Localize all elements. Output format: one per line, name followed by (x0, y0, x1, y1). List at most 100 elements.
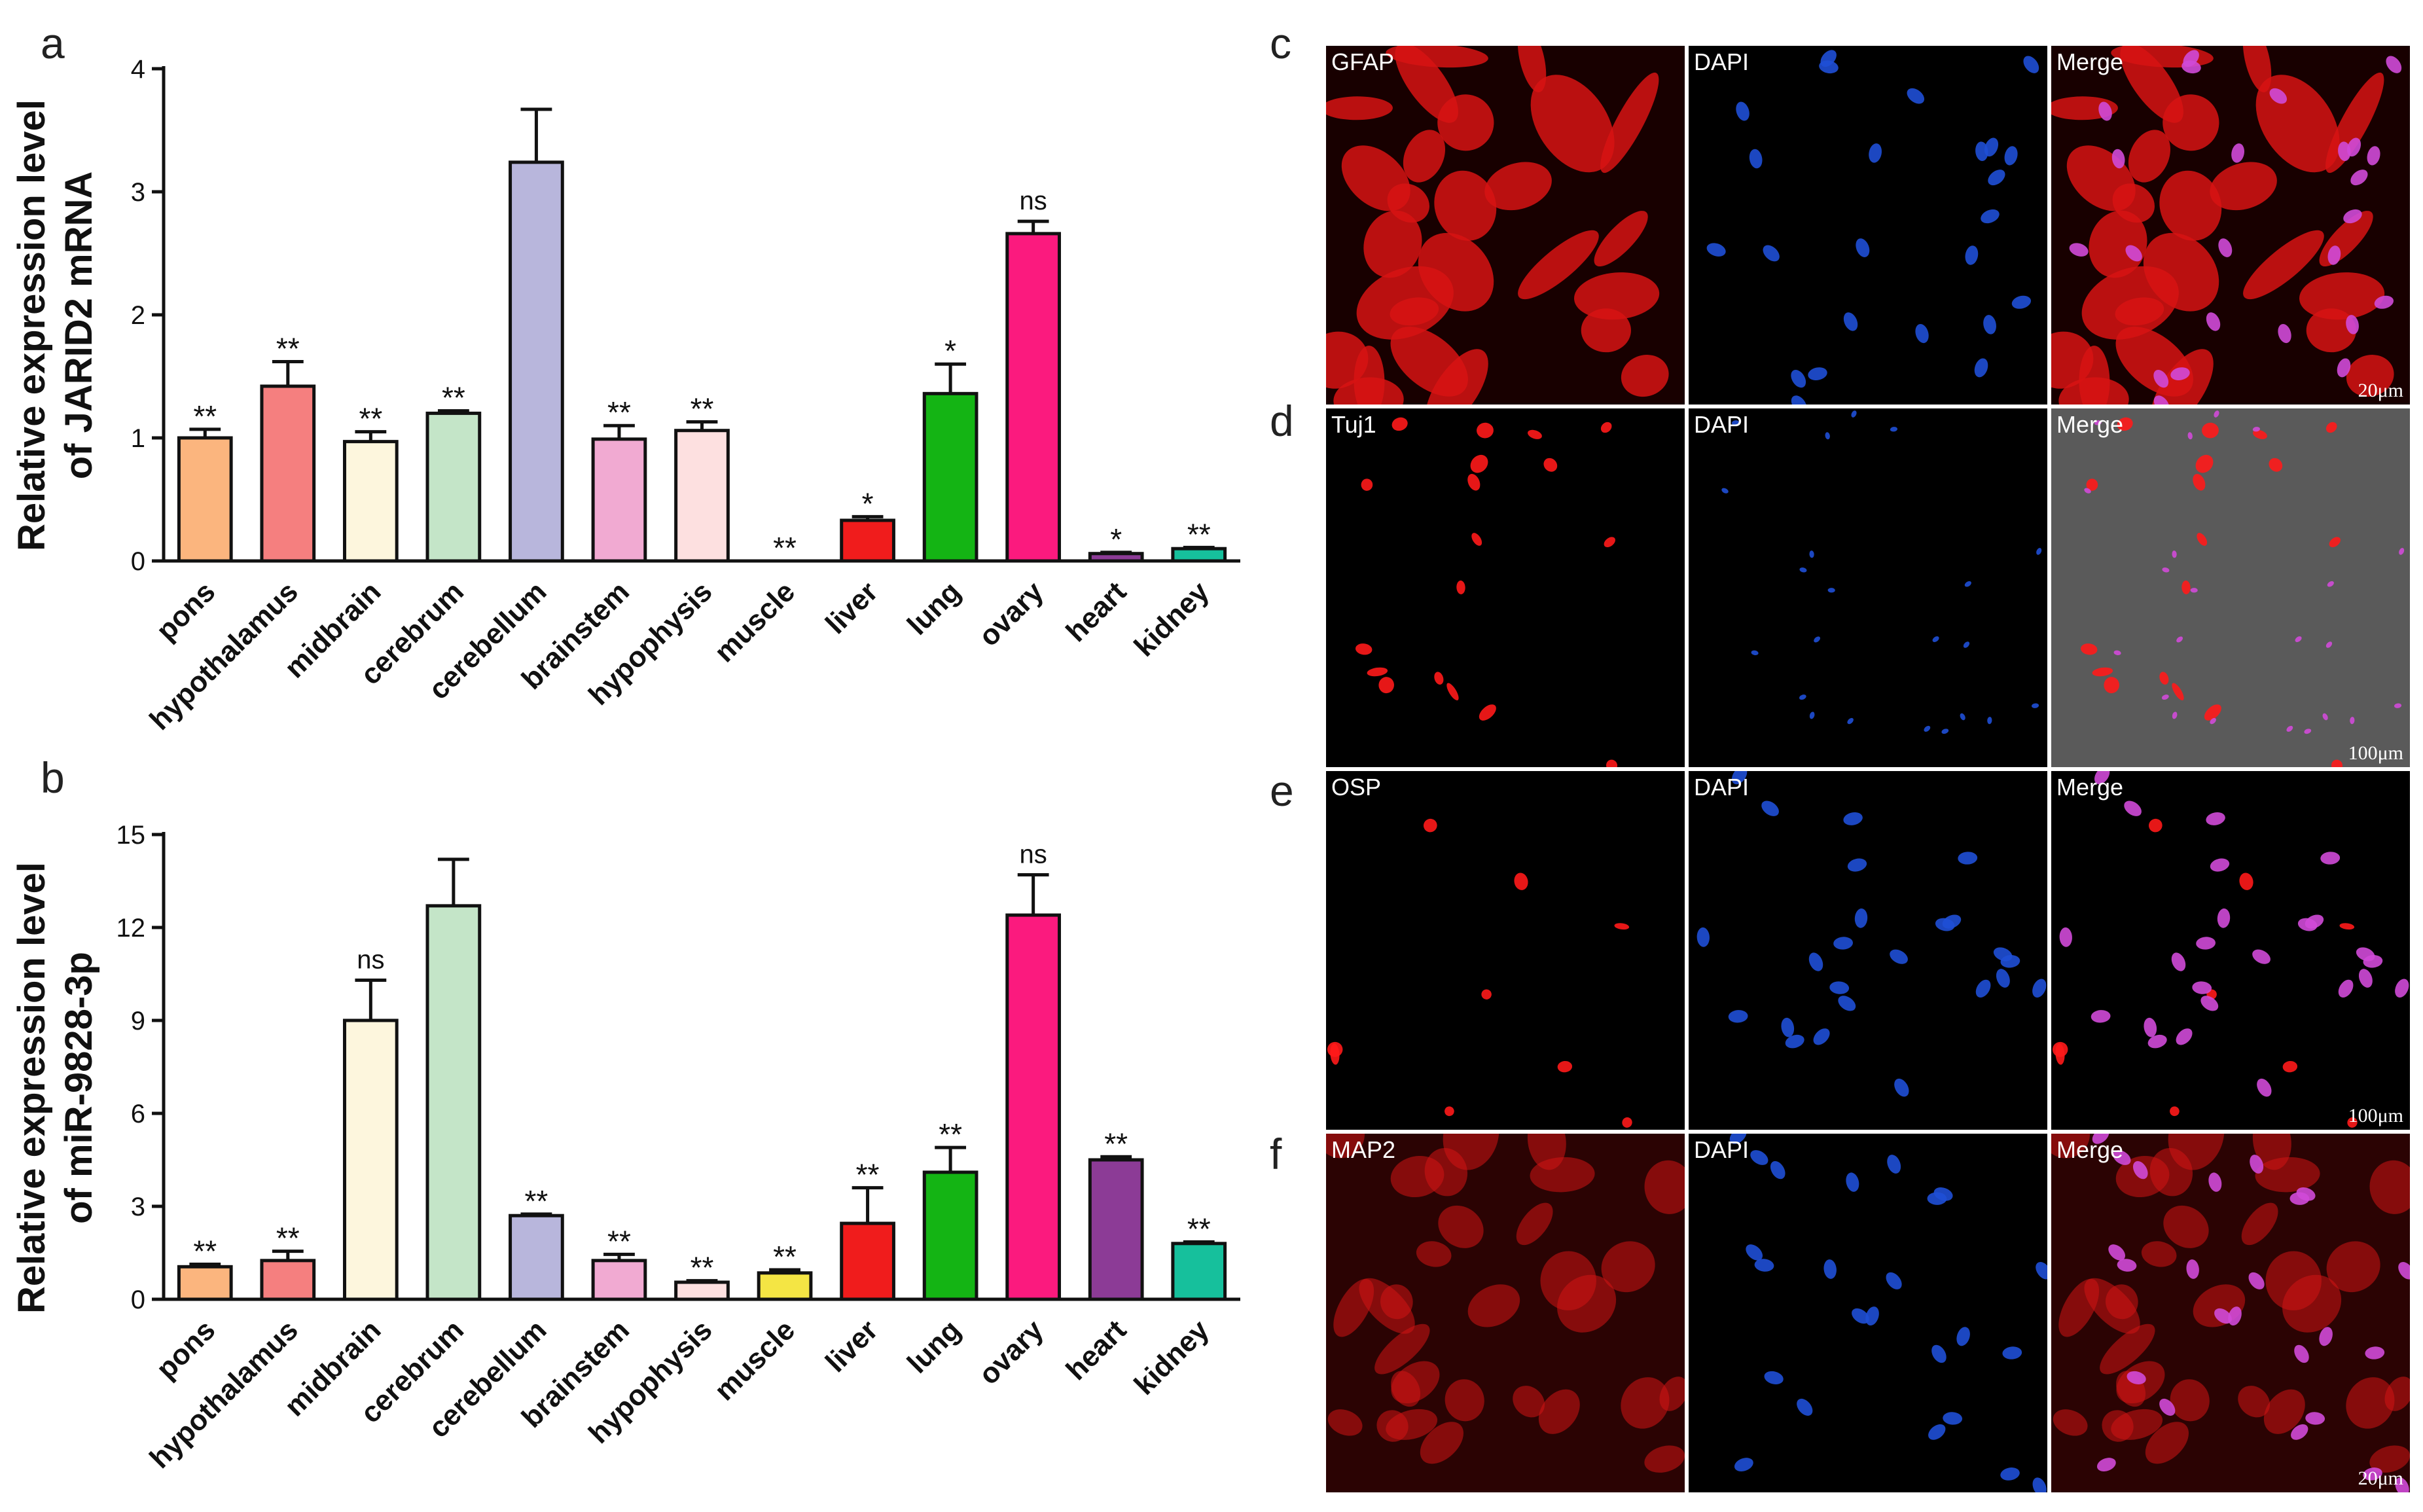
cell-body (2100, 1323, 2155, 1375)
cell-body (1513, 1386, 1545, 1418)
y-tick-label: 0 (131, 547, 145, 576)
nucleus (1799, 694, 1806, 700)
cell-body (1484, 162, 1552, 211)
nucleus (2092, 1134, 2109, 1144)
nucleus (2363, 1467, 2382, 1481)
micrograph-f-stain: MAP2 (1326, 1134, 1685, 1492)
significance-label: ** (359, 402, 382, 436)
nucleus (1729, 1134, 1747, 1144)
x-tick-label-lung: lung (901, 575, 967, 641)
cell-body (1445, 1106, 1454, 1117)
cell-body (1420, 1422, 1463, 1464)
nucleus (1975, 141, 1988, 162)
nucleus (2320, 852, 2341, 865)
cell-body (2195, 454, 2214, 473)
nucleus (1706, 243, 1726, 257)
nucleus (2000, 955, 2020, 968)
significance-label: ns (1020, 187, 1047, 215)
micrograph-label: DAPI (1694, 411, 1750, 438)
x-tick-label-lung: lung (901, 1314, 967, 1379)
nucleus (1894, 1078, 1909, 1097)
cell-body (1543, 458, 1558, 472)
cell-body (1644, 1445, 1685, 1473)
nucleus (2210, 717, 2216, 725)
nucleus (1987, 717, 1992, 725)
significance-label: ** (856, 1158, 880, 1192)
x-tick-label-pons: pons (150, 1314, 221, 1385)
nucleus (1833, 937, 1853, 950)
cell-body (1538, 1389, 1580, 1434)
significance-label: ** (773, 1240, 797, 1274)
cell-body (1601, 1241, 1655, 1293)
nucleus (1943, 1412, 1963, 1425)
significance-label: ** (691, 392, 714, 426)
cell-body (2163, 1205, 2209, 1248)
bar-heart (1088, 552, 1144, 563)
significance-label: ** (276, 331, 300, 365)
nucleus (1928, 1424, 1946, 1440)
cell-body (1470, 454, 1488, 473)
cell-body (1471, 533, 1482, 546)
cell-body (1437, 94, 1494, 151)
cell-body (1540, 1251, 1596, 1310)
significance-label: ** (1104, 1126, 1128, 1161)
cell-body (2051, 1134, 2090, 1159)
bar-brainstem (591, 437, 647, 563)
cell-body (1403, 130, 1446, 183)
nucleus (1958, 852, 1978, 865)
y-tick-label: 2 (131, 301, 145, 330)
x-tick-label-ovary: ovary (973, 575, 1050, 653)
nucleus (1915, 323, 1929, 344)
x-tick-label-liver: liver (819, 575, 884, 640)
cell-body (2080, 643, 2098, 655)
nucleus (1734, 1458, 1753, 1471)
cell-body (1606, 759, 1618, 767)
nucleus (2172, 550, 2177, 558)
nucleus (2346, 315, 2359, 334)
plot-area: 01234**pons**hypothalamus**midbrain**cer… (131, 55, 1240, 736)
cell-body (1359, 1278, 1415, 1334)
significance-label: * (944, 334, 956, 368)
cell-body (2369, 1160, 2410, 1214)
nucleus (2036, 1262, 2047, 1280)
bar-muscle (757, 1271, 813, 1301)
micrograph-label: Tuj1 (1331, 411, 1376, 438)
nucleus (2190, 588, 2198, 593)
nucleus (2286, 725, 2293, 732)
nucleus (2096, 1458, 2116, 1471)
cell-body (2053, 1409, 2088, 1436)
scale-bar-label: 100μm (2348, 742, 2403, 764)
significance-label: ** (939, 1117, 962, 1151)
cell-body (2117, 417, 2133, 431)
significance-label: ** (607, 395, 631, 429)
nucleus (2176, 1028, 2193, 1045)
bar-hypophysis (674, 1280, 730, 1301)
significance-label: ** (1187, 1212, 1211, 1246)
y-tick-label: 6 (131, 1100, 145, 1128)
cell-body (2102, 1410, 2134, 1442)
nucleus (2111, 149, 2125, 169)
nucleus (1956, 1327, 1970, 1346)
nucleus (2338, 979, 2354, 998)
nucleus (2327, 245, 2341, 265)
nucleus (1887, 1155, 1901, 1174)
nucleus (1829, 981, 1850, 994)
cell-body (2168, 1134, 2225, 1170)
nucleus (2000, 1467, 2020, 1481)
nucleus (1890, 949, 1908, 964)
nucleus (2186, 1259, 2199, 1279)
cell-body (1376, 1410, 1409, 1442)
significance-label: ** (691, 1251, 714, 1285)
nucleus (1975, 979, 1991, 998)
cell-body (2326, 1241, 2380, 1293)
cell-body (2172, 683, 2184, 701)
nucleus (1809, 550, 1814, 558)
cell-body (2253, 429, 2267, 439)
micrograph-d-stain: Tuj1 (1326, 408, 1685, 767)
nucleus (2153, 369, 2169, 388)
y-tick-label: 3 (131, 1193, 145, 1221)
cell-body (1600, 422, 1612, 433)
cell-body (2051, 331, 2094, 389)
cell-body (1514, 873, 1528, 890)
nucleus (1933, 1187, 1953, 1201)
